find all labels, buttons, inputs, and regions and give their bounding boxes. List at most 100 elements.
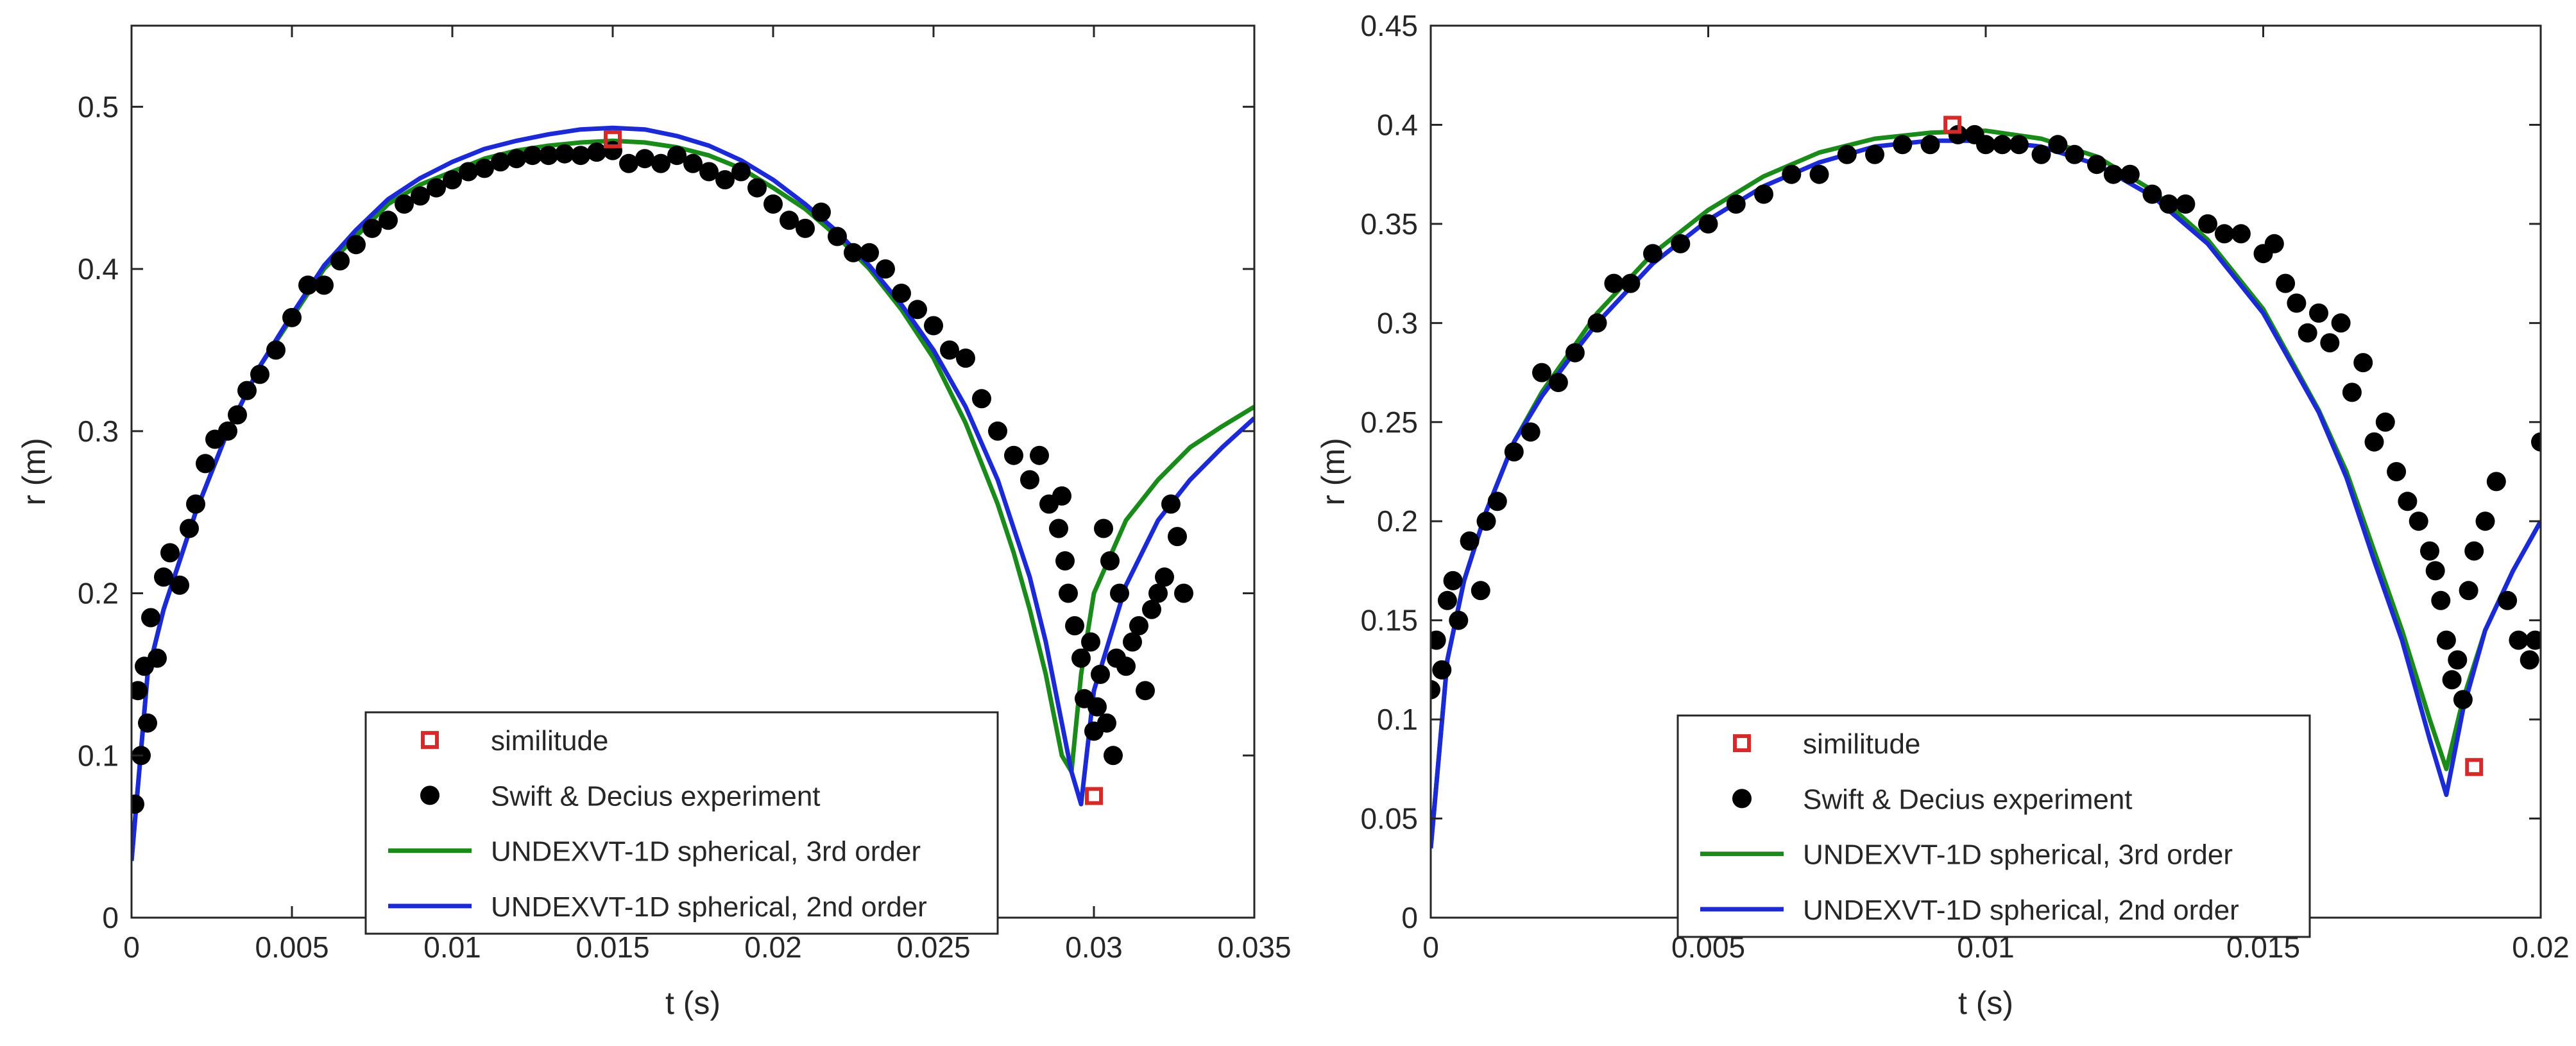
legend-label: UNDEXVT-1D spherical, 2nd order bbox=[1803, 895, 2239, 926]
experiment-point bbox=[731, 162, 751, 182]
y-axis-label: r (m) bbox=[1315, 438, 1351, 506]
experiment-point bbox=[138, 713, 157, 733]
experiment-point bbox=[972, 389, 991, 409]
experiment-point bbox=[2198, 214, 2217, 234]
experiment-point bbox=[667, 146, 687, 166]
experiment-point bbox=[1148, 583, 1168, 603]
experiment-point bbox=[876, 259, 895, 279]
experiment-point bbox=[2475, 511, 2495, 531]
experiment-point bbox=[1136, 681, 1155, 701]
experiment-point bbox=[1030, 445, 1049, 465]
experiment-point bbox=[635, 149, 654, 169]
x-axis-label: t (s) bbox=[1958, 985, 2013, 1021]
experiment-point bbox=[180, 519, 199, 538]
experiment-point bbox=[2364, 432, 2384, 452]
experiment-point bbox=[186, 494, 205, 514]
experiment-point bbox=[1168, 527, 1187, 547]
experiment-point bbox=[1174, 583, 1193, 603]
experiment-point bbox=[1782, 164, 1802, 184]
y-tick-label: 0.2 bbox=[1377, 504, 1418, 538]
experiment-point bbox=[298, 275, 318, 295]
experiment-point bbox=[1155, 567, 1174, 587]
experiment-point bbox=[539, 146, 558, 166]
similitude-point bbox=[604, 130, 622, 148]
experiment-point bbox=[1116, 656, 1136, 676]
experiment-point bbox=[491, 152, 510, 172]
experiment-point bbox=[1004, 445, 1023, 465]
legend-box bbox=[1676, 714, 2311, 938]
experiment-point bbox=[2431, 590, 2451, 610]
experiment-point bbox=[2353, 353, 2373, 373]
experiment-point bbox=[2448, 650, 2468, 670]
experiment-point bbox=[2531, 432, 2541, 452]
legend-label: similitude bbox=[1803, 728, 1920, 760]
experiment-point bbox=[1548, 373, 1568, 392]
experiment-point bbox=[1129, 616, 1148, 636]
experiment-point bbox=[1471, 581, 1490, 601]
experiment-point bbox=[699, 162, 719, 182]
experiment-point bbox=[2142, 184, 2162, 204]
experiment-point bbox=[132, 681, 148, 701]
y-tick-label: 0.4 bbox=[1377, 108, 1418, 141]
experiment-point bbox=[2409, 511, 2428, 531]
experiment-point bbox=[459, 162, 478, 182]
experiment-point bbox=[1621, 273, 1641, 293]
x-tick-label: 0.02 bbox=[2512, 930, 2570, 964]
legend: similitude Swift & Decius experiment UNDEX… bbox=[1676, 714, 2311, 938]
legend-experiment-marker bbox=[420, 785, 439, 805]
similitude-point bbox=[1085, 787, 1103, 805]
x-tick-label: 0.01 bbox=[423, 930, 481, 964]
experiment-point bbox=[2320, 333, 2340, 353]
experiment-point bbox=[908, 300, 927, 320]
legend-similitude-marker bbox=[421, 731, 439, 750]
experiment-point bbox=[363, 218, 382, 238]
experiment-point bbox=[475, 159, 494, 178]
experiment-point bbox=[1587, 313, 1607, 333]
legend-label: UNDEXVT-1D spherical, 3rd order bbox=[1803, 839, 2233, 871]
experiment-point bbox=[228, 405, 247, 425]
experiment-point bbox=[1671, 234, 1691, 253]
y-axis-label: r (m) bbox=[16, 438, 52, 506]
experiment-point bbox=[1052, 486, 1071, 506]
experiment-point bbox=[1754, 184, 1773, 204]
experiment-point bbox=[1726, 194, 1746, 214]
legend: similitude Swift & Decius experiment UNDEX… bbox=[364, 711, 999, 935]
experiment-point bbox=[1100, 551, 1120, 570]
experiment-point bbox=[148, 648, 167, 668]
experiment-point bbox=[427, 178, 446, 198]
experiment-point bbox=[379, 210, 398, 230]
experiment-point bbox=[2464, 541, 2484, 561]
experiment-point bbox=[2231, 224, 2251, 244]
experiment-point bbox=[1123, 632, 1142, 652]
experiment-point bbox=[1532, 363, 1551, 382]
experiment-point bbox=[2087, 155, 2106, 175]
legend-label: similitude bbox=[491, 725, 608, 757]
experiment-point bbox=[2520, 650, 2539, 670]
y-tick-label: 0.5 bbox=[78, 90, 119, 123]
experiment-point bbox=[892, 284, 911, 303]
x-tick-label: 0 bbox=[1422, 930, 1439, 964]
experiment-point bbox=[2065, 144, 2085, 164]
experiment-point bbox=[154, 567, 173, 587]
x-tick-label: 0.035 bbox=[1217, 930, 1291, 964]
y-tick-label: 0.15 bbox=[1360, 604, 1418, 637]
experiment-point bbox=[2425, 561, 2445, 581]
chart-panel-2: 0 0.005 0.01 0.015 0.0200.050.10.150.20.250.… bbox=[1315, 9, 2570, 1021]
experiment-point bbox=[1521, 422, 1540, 442]
experiment-point bbox=[237, 381, 257, 400]
y-tick-label: 0.2 bbox=[78, 577, 119, 610]
experiment-point bbox=[1088, 697, 1107, 717]
y-tick-label: 0 bbox=[1401, 901, 1418, 934]
experiment-point bbox=[395, 194, 414, 214]
experiment-point bbox=[1161, 494, 1181, 514]
experiment-point bbox=[411, 186, 430, 206]
legend-label: Swift & Decius experiment bbox=[491, 780, 821, 812]
experiment-point bbox=[2486, 472, 2506, 492]
experiment-point bbox=[314, 275, 334, 295]
experiment-point bbox=[250, 364, 269, 384]
y-tick-label: 0.05 bbox=[1360, 802, 1418, 836]
experiment-point bbox=[828, 227, 847, 246]
experiment-point bbox=[747, 178, 767, 198]
experiment-point bbox=[1071, 648, 1091, 668]
